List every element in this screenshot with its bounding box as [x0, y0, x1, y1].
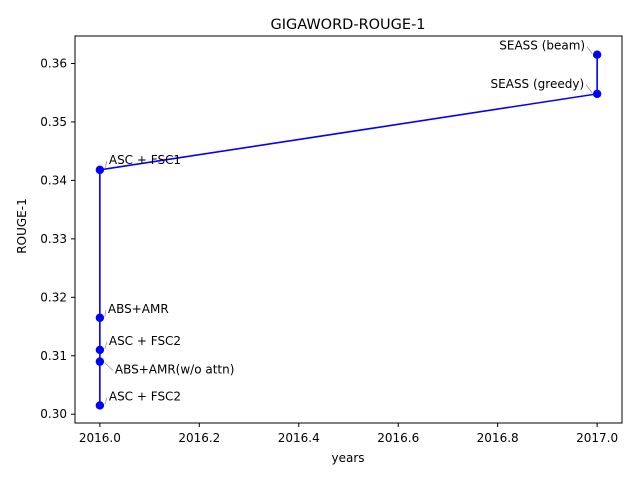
x-tick-label: 2016.2 [178, 431, 220, 445]
annotation-arrow [104, 397, 108, 405]
y-tick-label: 0.36 [40, 56, 67, 70]
axes: 2016.0 2016.2 2016.4 2016.6 2016.8 2017.0 0.30… [40, 35, 623, 445]
annotation-arrow [104, 362, 114, 371]
x-tick-label: 2016.6 [377, 431, 419, 445]
data-point [95, 401, 105, 410]
y-tick-label: 0.35 [40, 115, 67, 129]
data-point [95, 345, 105, 355]
data-point [592, 89, 602, 99]
y-tick-label: 0.34 [40, 173, 67, 187]
data-label: SEASS (greedy) [491, 77, 585, 91]
annotation-arrow [104, 160, 108, 169]
data-label: SEASS (beam) [499, 39, 585, 53]
annotation-arrow [104, 309, 107, 317]
data-label: ABS+AMR(w/o attn) [115, 363, 235, 377]
data-point [95, 313, 105, 322]
data-label: ASC + FSC1 [109, 153, 181, 167]
data-label: ASC + FSC2 [109, 334, 181, 348]
x-tick-label: 2017.0 [576, 431, 618, 445]
series-line [99, 54, 598, 406]
plot-frame [74, 35, 623, 424]
data-point [95, 165, 105, 175]
annotation-arrow [104, 341, 108, 350]
series [95, 50, 602, 410]
y-tick-label: 0.33 [40, 232, 67, 246]
x-tick-label: 2016.8 [477, 431, 519, 445]
data-point [95, 357, 105, 366]
x-tick-label: 2016.0 [79, 431, 121, 445]
y-tick-label: 0.32 [40, 290, 67, 304]
x-axis-label: years [331, 451, 364, 465]
y-axis-label: ROUGE-1 [15, 198, 29, 253]
y-tick-label: 0.30 [40, 407, 67, 421]
chart-title: GIGAWORD-ROUGE-1 [270, 17, 425, 33]
data-point [592, 50, 602, 59]
annotation-arrow [586, 46, 593, 54]
y-tick-label: 0.31 [40, 349, 67, 363]
data-label: ABS+AMR [108, 302, 169, 316]
x-tick-label: 2016.4 [278, 431, 320, 445]
data-label: ASC + FSC2 [109, 389, 181, 403]
annotation-arrow [585, 84, 593, 94]
annotations: ASC + FSC2 ABS+AMR(w/o attn) ASC + FSC2 ABS… [104, 39, 593, 405]
